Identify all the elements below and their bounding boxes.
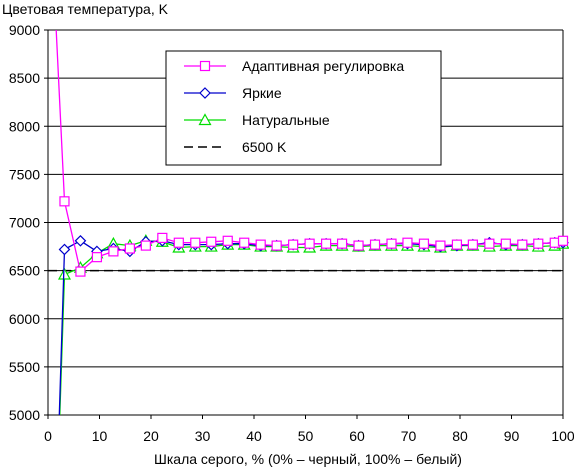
legend-label-0: Адаптивная регулировка [242,58,404,74]
data-point [402,237,413,248]
data-point [557,235,569,246]
series-line-1 [58,240,563,415]
x-tick-label: 10 [92,428,108,444]
y-tick-label: 5000 [9,407,40,423]
data-point [157,232,168,243]
x-tick-label: 50 [298,428,314,444]
data-point [206,236,217,247]
data-point [222,235,233,246]
data-point [91,252,103,263]
data-point [59,196,70,207]
data-point [451,239,463,250]
data-point [517,239,528,250]
x-tick-label: 40 [246,428,262,444]
legend-marker-1 [199,87,211,99]
data-point [435,240,446,251]
data-point [336,238,348,249]
y-tick-label: 8000 [9,118,40,134]
legend-box [165,50,442,166]
data-point [467,239,478,250]
x-tick-label: 100 [551,428,574,444]
data-point [190,237,201,248]
data-point [386,238,397,249]
data-point [108,246,119,257]
y-tick-label: 9000 [9,22,40,38]
data-point [369,239,381,250]
data-point [74,234,87,247]
y-tick-label: 5500 [9,359,40,375]
data-point [255,239,266,250]
data-point [140,240,151,251]
data-point [500,238,511,249]
legend-marker-2 [198,113,212,126]
data-point [75,266,86,277]
data-point [57,267,71,280]
data-point [353,240,364,251]
x-tick-label: 20 [143,428,159,444]
legend-label-3: 6500 K [242,139,287,155]
legend: Адаптивная регулировка Яркие Натуральные 65… [165,50,442,166]
legend-marker-0 [199,60,211,72]
y-tick-label: 6500 [9,263,40,279]
x-axis-label: Шкала серого, % (0% – черный, 100% – бел… [154,451,462,467]
x-tick-label: 80 [452,428,468,444]
y-tick-label: 7000 [9,215,40,231]
data-point [124,243,135,254]
series-2 [57,234,569,415]
series-1 [58,234,569,415]
axes: 5000 5500 6000 6500 7000 7500 8000 8500 9000 0 10 2… [9,22,574,444]
x-tick-label: 30 [195,428,211,444]
data-point [271,240,282,251]
x-tick-label: 60 [349,428,365,444]
data-point [418,238,430,249]
x-tick-label: 0 [44,428,52,444]
data-point [239,237,250,248]
x-tick-label: 90 [504,428,520,444]
data-point [484,238,495,249]
series-line-2 [59,240,564,415]
y-tick-label: 6000 [9,311,40,327]
data-point [304,238,315,249]
data-point [321,238,332,249]
legend-label-1: Яркие [242,85,282,101]
data-point [58,243,71,256]
data-point [533,238,544,249]
data-point [173,237,184,248]
series-0 [55,29,569,277]
legend-label-2: Натуральные [242,112,330,128]
y-tick-label: 8500 [9,70,40,86]
data-point [288,239,299,250]
y-tick-label: 7500 [9,166,40,182]
x-tick-label: 70 [401,428,417,444]
series-layer [48,29,569,415]
chart-title: Цветовая температура, K [2,1,169,17]
